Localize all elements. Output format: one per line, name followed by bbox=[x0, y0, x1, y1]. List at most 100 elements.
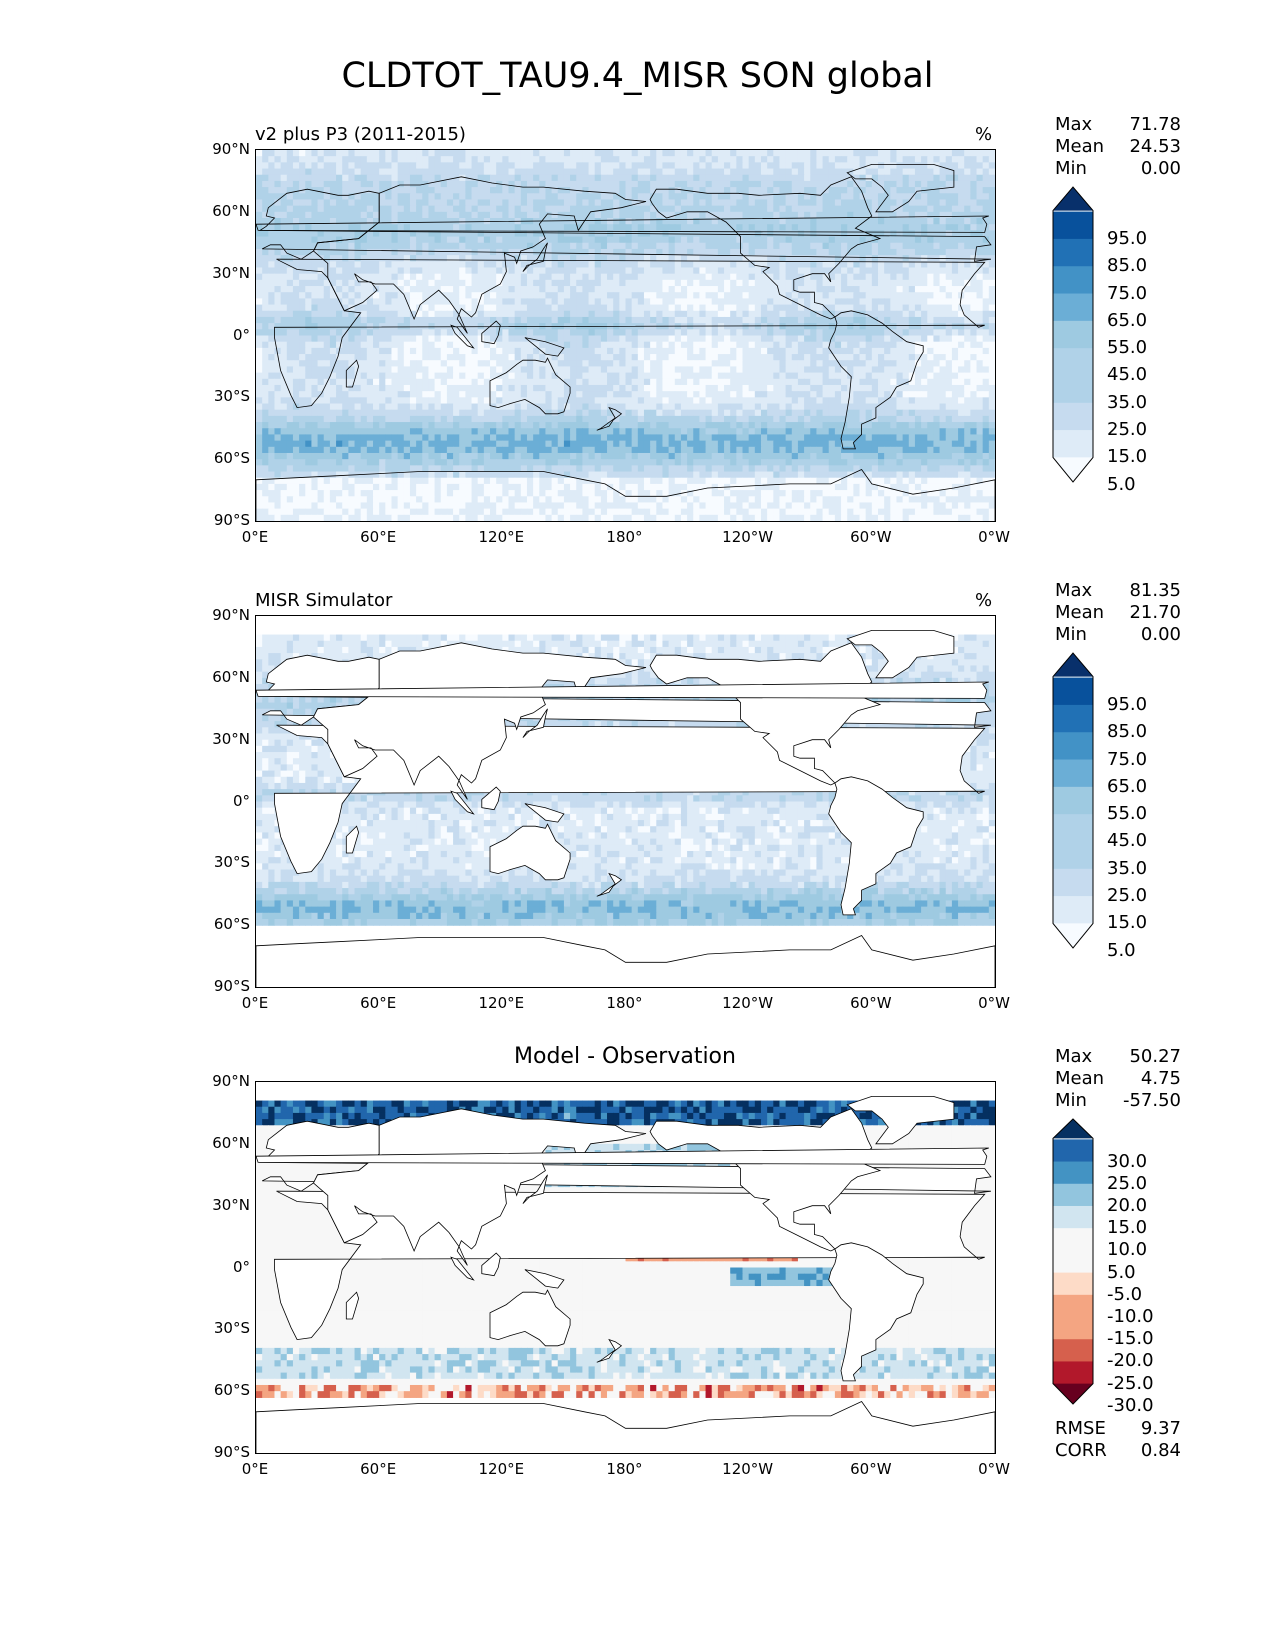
heatmap-cell bbox=[329, 261, 337, 269]
heatmap-cell bbox=[662, 224, 670, 231]
heatmap-cell bbox=[964, 224, 971, 231]
heatmap-cell bbox=[582, 378, 590, 386]
heatmap-cell bbox=[680, 273, 688, 281]
heatmap-cell bbox=[502, 187, 510, 194]
heatmap-cell bbox=[773, 397, 781, 405]
heatmap-cell bbox=[730, 347, 737, 355]
heatmap-cell bbox=[631, 298, 639, 306]
heatmap-cell bbox=[403, 162, 411, 170]
heatmap-cell bbox=[680, 403, 688, 411]
heatmap-cell bbox=[471, 224, 479, 231]
heatmap-cell bbox=[877, 230, 885, 238]
heatmap-cell bbox=[779, 384, 787, 392]
heatmap-cell bbox=[662, 366, 670, 374]
heatmap-cell bbox=[483, 236, 491, 244]
heatmap-cell bbox=[773, 354, 781, 361]
heatmap-cell bbox=[797, 304, 805, 312]
heatmap-cell bbox=[379, 199, 386, 207]
heatmap-cell bbox=[348, 211, 356, 219]
heatmap-cell bbox=[797, 218, 805, 225]
heatmap-cell bbox=[323, 156, 331, 163]
heatmap-cell bbox=[951, 366, 959, 374]
heatmap-cell bbox=[637, 316, 645, 324]
heatmap-cell bbox=[717, 304, 725, 312]
heatmap-cell bbox=[988, 261, 995, 269]
heatmap-cell bbox=[336, 323, 343, 330]
heatmap-cell bbox=[828, 378, 836, 386]
heatmap-cell bbox=[970, 180, 978, 188]
heatmap-cell bbox=[687, 298, 694, 306]
heatmap-cell bbox=[847, 286, 854, 293]
heatmap-cell bbox=[446, 236, 454, 244]
heatmap-cell bbox=[643, 193, 651, 201]
heatmap-cell bbox=[865, 391, 873, 398]
heatmap-cell bbox=[828, 261, 836, 269]
heatmap-cell bbox=[742, 329, 750, 337]
heatmap-cell bbox=[434, 403, 442, 411]
heatmap-cell bbox=[545, 354, 553, 361]
heatmap-cell bbox=[539, 372, 547, 380]
heatmap-cell bbox=[533, 168, 540, 176]
heatmap-cell bbox=[773, 273, 781, 281]
heatmap-cell bbox=[662, 384, 670, 392]
heatmap-cell bbox=[982, 205, 990, 213]
heatmap-cell bbox=[385, 360, 393, 368]
heatmap-cell bbox=[791, 218, 799, 225]
heatmap-cell bbox=[323, 211, 331, 219]
heatmap-cell bbox=[286, 279, 294, 287]
heatmap-cell bbox=[348, 180, 356, 188]
heatmap-cell bbox=[988, 174, 995, 182]
heatmap-cell bbox=[416, 224, 423, 231]
heatmap-cell bbox=[496, 366, 503, 374]
heatmap-cell bbox=[890, 298, 898, 306]
heatmap-cell bbox=[262, 211, 269, 219]
heatmap-cell bbox=[557, 292, 565, 299]
heatmap-cell bbox=[520, 156, 528, 163]
heatmap-cell bbox=[299, 279, 306, 287]
heatmap-cell bbox=[699, 187, 707, 194]
heatmap-cell bbox=[262, 347, 269, 355]
heatmap-cell bbox=[594, 224, 602, 231]
heatmap-cell bbox=[311, 378, 319, 386]
heatmap-cell bbox=[988, 211, 995, 219]
heatmap-cell bbox=[342, 199, 349, 207]
heatmap-cell bbox=[982, 397, 990, 405]
heatmap-cell bbox=[570, 150, 577, 157]
heatmap-cell bbox=[440, 193, 448, 201]
heatmap-cell bbox=[804, 341, 811, 349]
heatmap-cell bbox=[656, 162, 664, 170]
heatmap-cell bbox=[311, 193, 319, 201]
heatmap-cell bbox=[717, 316, 725, 324]
heatmap-cell bbox=[705, 150, 713, 157]
heatmap-cell bbox=[348, 224, 356, 231]
heatmap-cell bbox=[933, 304, 941, 312]
heatmap-cell bbox=[877, 397, 885, 405]
heatmap-cell bbox=[286, 180, 294, 188]
heatmap-cell bbox=[754, 286, 762, 293]
heatmap-cell bbox=[687, 193, 694, 201]
heatmap-cell bbox=[791, 372, 799, 380]
heatmap-cell bbox=[680, 156, 688, 163]
heatmap-cell bbox=[545, 329, 553, 337]
heatmap-cell bbox=[871, 168, 879, 176]
heatmap-cell bbox=[305, 329, 313, 337]
heatmap-cell bbox=[323, 310, 331, 318]
heatmap-cell bbox=[440, 347, 448, 355]
heatmap-cell bbox=[643, 391, 651, 398]
heatmap-cell bbox=[637, 150, 645, 157]
heatmap-cell bbox=[699, 286, 707, 293]
heatmap-cell bbox=[927, 261, 935, 269]
heatmap-cell bbox=[619, 255, 627, 262]
heatmap-cell bbox=[674, 267, 682, 275]
heatmap-cell bbox=[446, 168, 454, 176]
heatmap-cell bbox=[921, 193, 928, 201]
heatmap-cell bbox=[717, 193, 725, 201]
heatmap-cell bbox=[459, 224, 466, 231]
heatmap-cell bbox=[884, 391, 891, 398]
heatmap-cell bbox=[594, 248, 602, 256]
heatmap-cell bbox=[594, 187, 602, 194]
heatmap-cell bbox=[607, 403, 614, 411]
heatmap-cell bbox=[810, 230, 818, 238]
heatmap-cell bbox=[791, 230, 799, 238]
heatmap-cell bbox=[262, 224, 269, 231]
